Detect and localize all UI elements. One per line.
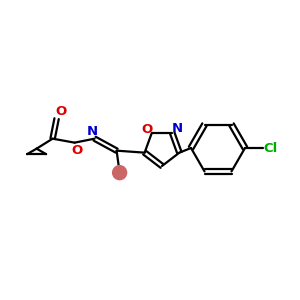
Text: O: O bbox=[141, 123, 152, 136]
Text: N: N bbox=[172, 122, 183, 135]
Text: O: O bbox=[55, 105, 66, 118]
Circle shape bbox=[112, 166, 127, 180]
Text: Cl: Cl bbox=[264, 142, 278, 154]
Text: N: N bbox=[87, 125, 98, 138]
Text: O: O bbox=[71, 144, 82, 157]
